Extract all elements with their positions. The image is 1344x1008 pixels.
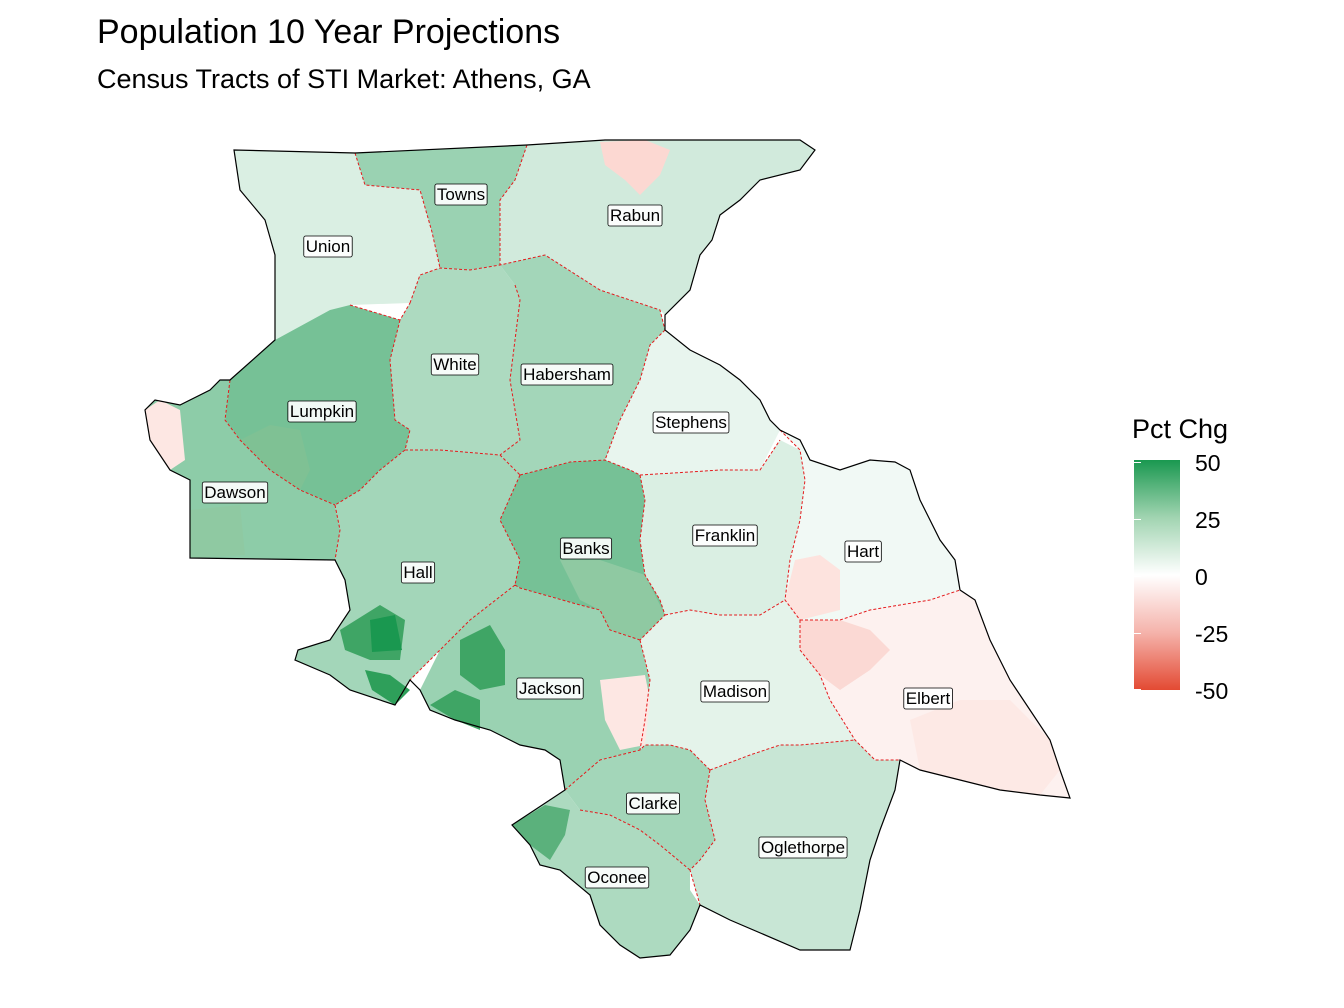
- legend-tick-mark: [1134, 576, 1141, 577]
- tract-hart-southwest: [785, 555, 840, 620]
- county-label-towns: Towns: [434, 183, 488, 206]
- legend-tick-mark: [1134, 462, 1141, 463]
- county-label-text: Elbert: [906, 689, 951, 708]
- legend-label: -25: [1195, 621, 1229, 647]
- legend-title: Pct Chg: [1132, 414, 1229, 444]
- tract-jackson-southwest: [430, 690, 480, 730]
- county-label-box: [903, 687, 953, 710]
- county-rabun[interactable]: [500, 140, 815, 315]
- county-label-box: [652, 411, 730, 434]
- county-label-box: [692, 524, 758, 547]
- county-label-box: [430, 353, 480, 376]
- county-label-box: [434, 183, 488, 206]
- legend-colorbar: [1134, 460, 1180, 690]
- county-label-text: Clarke: [628, 794, 677, 813]
- county-label-jackson: Jackson: [516, 677, 584, 700]
- tract-lumpkin-south: [240, 425, 310, 490]
- tract-jackson-west: [460, 625, 505, 690]
- county-label-box: [626, 792, 680, 815]
- county-label-union: Union: [303, 235, 353, 258]
- tract-dawson-south: [190, 505, 245, 558]
- market-outline: [144, 139, 1071, 959]
- county-stephens[interactable]: [605, 330, 780, 475]
- legend-label: 0: [1195, 564, 1208, 590]
- county-label-text: Oconee: [587, 868, 647, 887]
- county-label-text: Habersham: [523, 365, 611, 384]
- tract-hall-dark: [370, 615, 402, 652]
- county-towns[interactable]: [355, 145, 527, 270]
- county-label-hall: Hall: [400, 561, 436, 584]
- county-label-white: White: [430, 353, 480, 376]
- tract-rabun-north: [600, 140, 670, 195]
- county-label-box: [607, 204, 663, 227]
- county-label-text: Oglethorpe: [761, 838, 845, 857]
- legend-tick-mark: [1180, 576, 1187, 577]
- county-label-text: Rabun: [610, 206, 660, 225]
- county-label-box: [287, 400, 357, 423]
- county-label-text: Hart: [847, 542, 879, 561]
- county-label-habersham: Habersham: [520, 363, 614, 386]
- county-label-box: [520, 363, 614, 386]
- county-border-lines: [224, 144, 961, 906]
- county-label-text: White: [433, 355, 476, 374]
- tract-oconee-west: [512, 805, 570, 860]
- legend-tick-mark: [1180, 519, 1187, 520]
- tract-madison-west: [600, 675, 650, 750]
- county-label-rabun: Rabun: [607, 204, 663, 227]
- county-label-box: [303, 235, 353, 258]
- county-label-text: Towns: [437, 185, 485, 204]
- county-label-box: [201, 481, 269, 504]
- tract-dawson-west: [145, 400, 185, 470]
- county-label-text: Franklin: [695, 526, 755, 545]
- legend-tick-mark: [1180, 633, 1187, 634]
- county-label-text: Dawson: [204, 483, 265, 502]
- legend-tick-mark: [1180, 462, 1187, 463]
- county-label-franklin: Franklin: [692, 524, 758, 547]
- county-label-text: Hall: [403, 563, 432, 582]
- county-label-oglethorpe: Oglethorpe: [758, 836, 848, 859]
- county-label-box: [559, 537, 613, 560]
- page-title: Population 10 Year Projections: [97, 13, 561, 51]
- county-label-box: [584, 866, 650, 889]
- county-label-box: [700, 680, 770, 703]
- county-label-text: Madison: [703, 682, 767, 701]
- tract-elbert-red: [800, 620, 890, 690]
- county-label-hart: Hart: [844, 540, 882, 563]
- legend-tick-mark: [1180, 689, 1187, 690]
- county-label-text: Stephens: [655, 413, 727, 432]
- county-label-dawson: Dawson: [201, 481, 269, 504]
- county-label-text: Union: [306, 237, 350, 256]
- county-label-box: [758, 836, 848, 859]
- county-label-text: Jackson: [519, 679, 581, 698]
- county-label-clarke: Clarke: [626, 792, 680, 815]
- legend-label: 50: [1195, 450, 1221, 476]
- county-label-madison: Madison: [700, 680, 770, 703]
- county-label-elbert: Elbert: [903, 687, 953, 710]
- county-label-banks: Banks: [559, 537, 613, 560]
- legend-tick-mark: [1134, 633, 1141, 634]
- county-label-text: Banks: [562, 539, 609, 558]
- county-label-box: [400, 561, 436, 584]
- legend-tick-mark: [1134, 519, 1141, 520]
- county-label-text: Lumpkin: [290, 402, 354, 421]
- legend-label: -50: [1195, 678, 1229, 704]
- page-subtitle: Census Tracts of STI Market: Athens, GA: [97, 64, 591, 94]
- county-label-lumpkin: Lumpkin: [287, 400, 357, 423]
- county-label-box: [844, 540, 882, 563]
- county-label-box: [516, 677, 584, 700]
- tract-hall-south: [365, 670, 410, 705]
- tract-elbert-south: [910, 700, 1060, 795]
- legend-label: 25: [1195, 507, 1221, 533]
- legend-tick-mark: [1134, 689, 1141, 690]
- county-label-oconee: Oconee: [584, 866, 650, 889]
- county-label-stephens: Stephens: [652, 411, 730, 434]
- tract-banks-south: [560, 560, 665, 640]
